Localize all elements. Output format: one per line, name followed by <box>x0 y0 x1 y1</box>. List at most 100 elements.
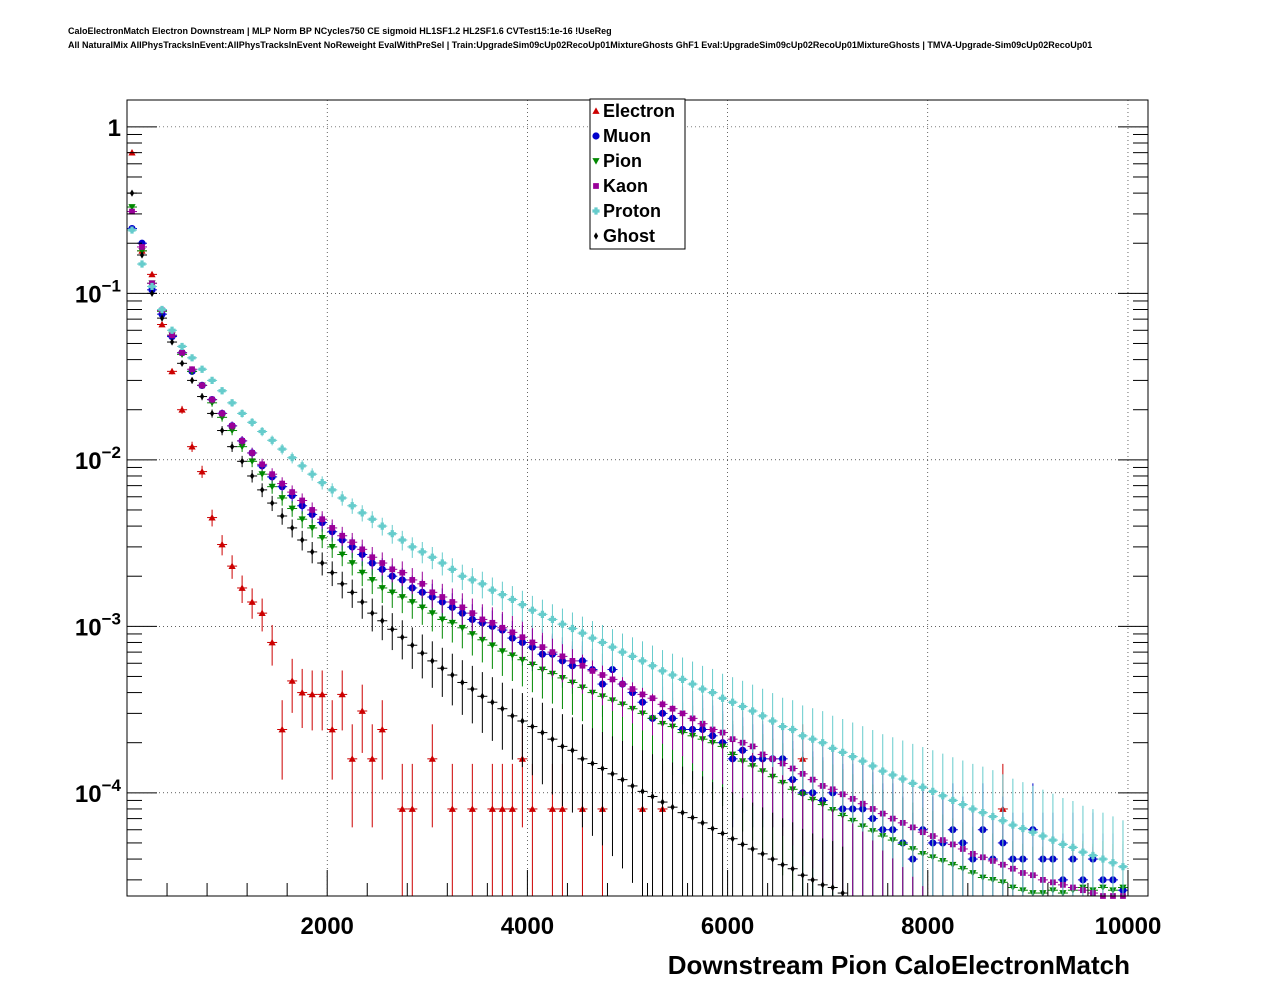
data-point-ghost <box>497 682 508 750</box>
data-point-proton <box>997 774 1008 896</box>
data-point-kaon <box>337 526 348 546</box>
grid-lines <box>127 100 1148 896</box>
legend-label: Muon <box>603 126 651 146</box>
data-point-proton <box>667 653 678 706</box>
data-point-ghost <box>267 495 278 512</box>
data-point-proton <box>1057 797 1068 896</box>
data-point-proton <box>637 641 648 688</box>
data-point-proton <box>737 680 748 747</box>
data-point-proton <box>597 624 608 666</box>
data-point-pion <box>317 528 328 549</box>
data-point-ghost <box>317 552 328 576</box>
data-point-kaon <box>507 615 518 654</box>
data-point-pion <box>417 593 428 625</box>
data-point-kaon <box>127 208 138 215</box>
series-ghost <box>127 189 848 897</box>
data-point-ghost <box>797 828 808 896</box>
data-point-ghost <box>577 724 588 828</box>
data-point-proton <box>1077 805 1088 896</box>
data-point-electron <box>527 763 538 896</box>
data-point-ghost <box>557 714 568 807</box>
data-point-kaon <box>177 349 188 356</box>
data-point-ghost <box>637 750 648 896</box>
data-point-ghost <box>277 508 288 525</box>
data-point-kaon <box>137 244 148 250</box>
data-point-kaon <box>477 604 488 639</box>
legend-label: Pion <box>603 151 642 171</box>
y-tick-label: 10−2 <box>75 443 121 475</box>
data-point-pion <box>337 544 348 567</box>
data-point-proton <box>1047 793 1058 896</box>
legend-label: Ghost <box>603 226 655 246</box>
data-point-proton <box>337 491 348 506</box>
y-tick-label: 10−1 <box>75 276 121 308</box>
data-point-kaon <box>427 579 438 608</box>
data-point-ghost <box>817 838 828 896</box>
data-point-proton <box>887 737 898 859</box>
data-point-kaon <box>547 633 558 678</box>
data-point-kaon <box>317 511 328 529</box>
data-point-electron <box>307 670 318 731</box>
data-point-ghost <box>697 776 708 896</box>
data-point-proton <box>437 552 448 576</box>
data-point-proton <box>897 740 908 868</box>
data-point-proton <box>167 326 178 334</box>
data-point-ghost <box>567 717 578 813</box>
data-point-kaon <box>307 502 318 519</box>
data-point-electron <box>277 700 288 780</box>
data-point-ghost <box>197 392 208 401</box>
axis-ticks <box>127 126 1148 896</box>
data-point-ghost <box>167 338 178 346</box>
data-point-proton <box>207 376 218 385</box>
data-point-electron <box>217 535 228 556</box>
data-point-proton <box>1027 785 1038 896</box>
data-point-proton <box>937 753 948 896</box>
data-point-ghost <box>537 702 548 785</box>
data-point-proton <box>377 517 388 536</box>
data-point-ghost <box>227 441 238 452</box>
legend: Electron Muon Pion Kaon Proton Ghost <box>589 98 686 250</box>
data-point-ghost <box>207 409 218 418</box>
data-point-electron <box>247 588 258 619</box>
data-point-ghost <box>217 426 228 436</box>
data-point-pion <box>347 552 358 576</box>
data-point-ghost <box>327 561 338 587</box>
data-point-proton <box>777 697 788 776</box>
data-point-pion <box>287 501 298 517</box>
data-point-ghost <box>357 588 368 619</box>
data-point-ghost <box>727 792 738 896</box>
data-point-proton <box>127 226 138 234</box>
x-tick-label: 2000 <box>301 913 354 940</box>
data-point-kaon <box>417 571 428 599</box>
x-tick-label: 8000 <box>901 913 954 940</box>
data-point-kaon <box>207 396 218 404</box>
data-point-electron <box>147 270 158 278</box>
data-point-proton <box>307 468 318 481</box>
data-point-electron <box>297 668 308 728</box>
data-point-proton <box>1107 816 1118 896</box>
data-point-ghost <box>187 376 198 385</box>
data-point-ghost <box>487 677 498 741</box>
data-markers <box>127 149 1128 899</box>
data-point-proton <box>717 673 728 736</box>
data-point-ghost <box>137 251 148 259</box>
data-point-electron <box>207 509 218 527</box>
data-point-ghost <box>427 641 438 688</box>
data-point-ghost <box>667 762 678 896</box>
series-electron <box>127 149 1008 896</box>
data-point-electron <box>287 658 298 713</box>
data-point-electron <box>447 763 458 896</box>
data-point-pion <box>297 511 308 529</box>
data-point-ghost <box>687 771 698 896</box>
data-point-kaon <box>347 532 358 553</box>
data-point-proton <box>147 282 158 291</box>
data-point-electron <box>177 405 188 414</box>
legend-entry-proton: Proton <box>592 201 661 221</box>
data-point-ghost <box>657 758 668 896</box>
data-point-proton <box>297 460 308 472</box>
data-point-proton <box>577 616 588 655</box>
data-point-proton <box>957 760 968 896</box>
data-point-ghost <box>257 483 268 498</box>
data-point-proton <box>627 637 638 683</box>
data-point-electron <box>227 555 238 579</box>
